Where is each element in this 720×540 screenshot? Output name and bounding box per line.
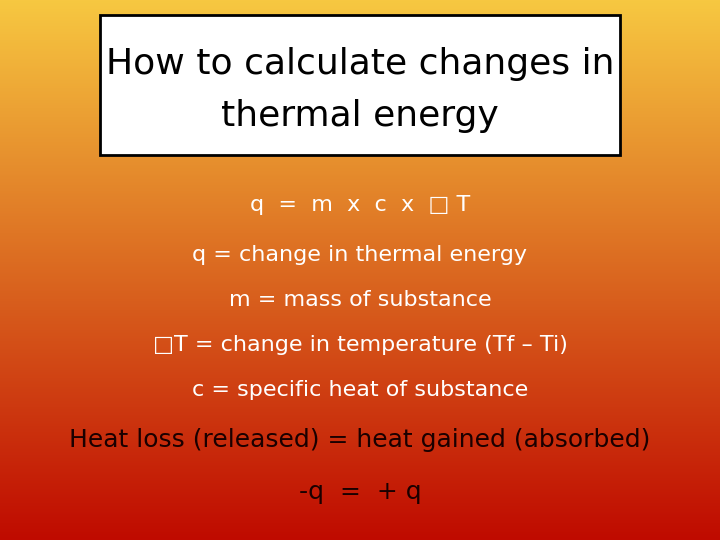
Text: q = change in thermal energy: q = change in thermal energy [192, 245, 528, 265]
Text: How to calculate changes in: How to calculate changes in [106, 47, 614, 81]
Text: Heat loss (released) = heat gained (absorbed): Heat loss (released) = heat gained (abso… [69, 428, 651, 452]
Text: m = mass of substance: m = mass of substance [229, 290, 491, 310]
Text: q  =  m  x  c  x  □ T: q = m x c x □ T [250, 195, 470, 215]
Text: c = specific heat of substance: c = specific heat of substance [192, 380, 528, 400]
Text: -q  =  + q: -q = + q [299, 480, 421, 504]
Bar [100, 15, 620, 155]
Text: □T = change in temperature (Tf – Ti): □T = change in temperature (Tf – Ti) [153, 335, 567, 355]
Text: thermal energy: thermal energy [221, 99, 499, 133]
